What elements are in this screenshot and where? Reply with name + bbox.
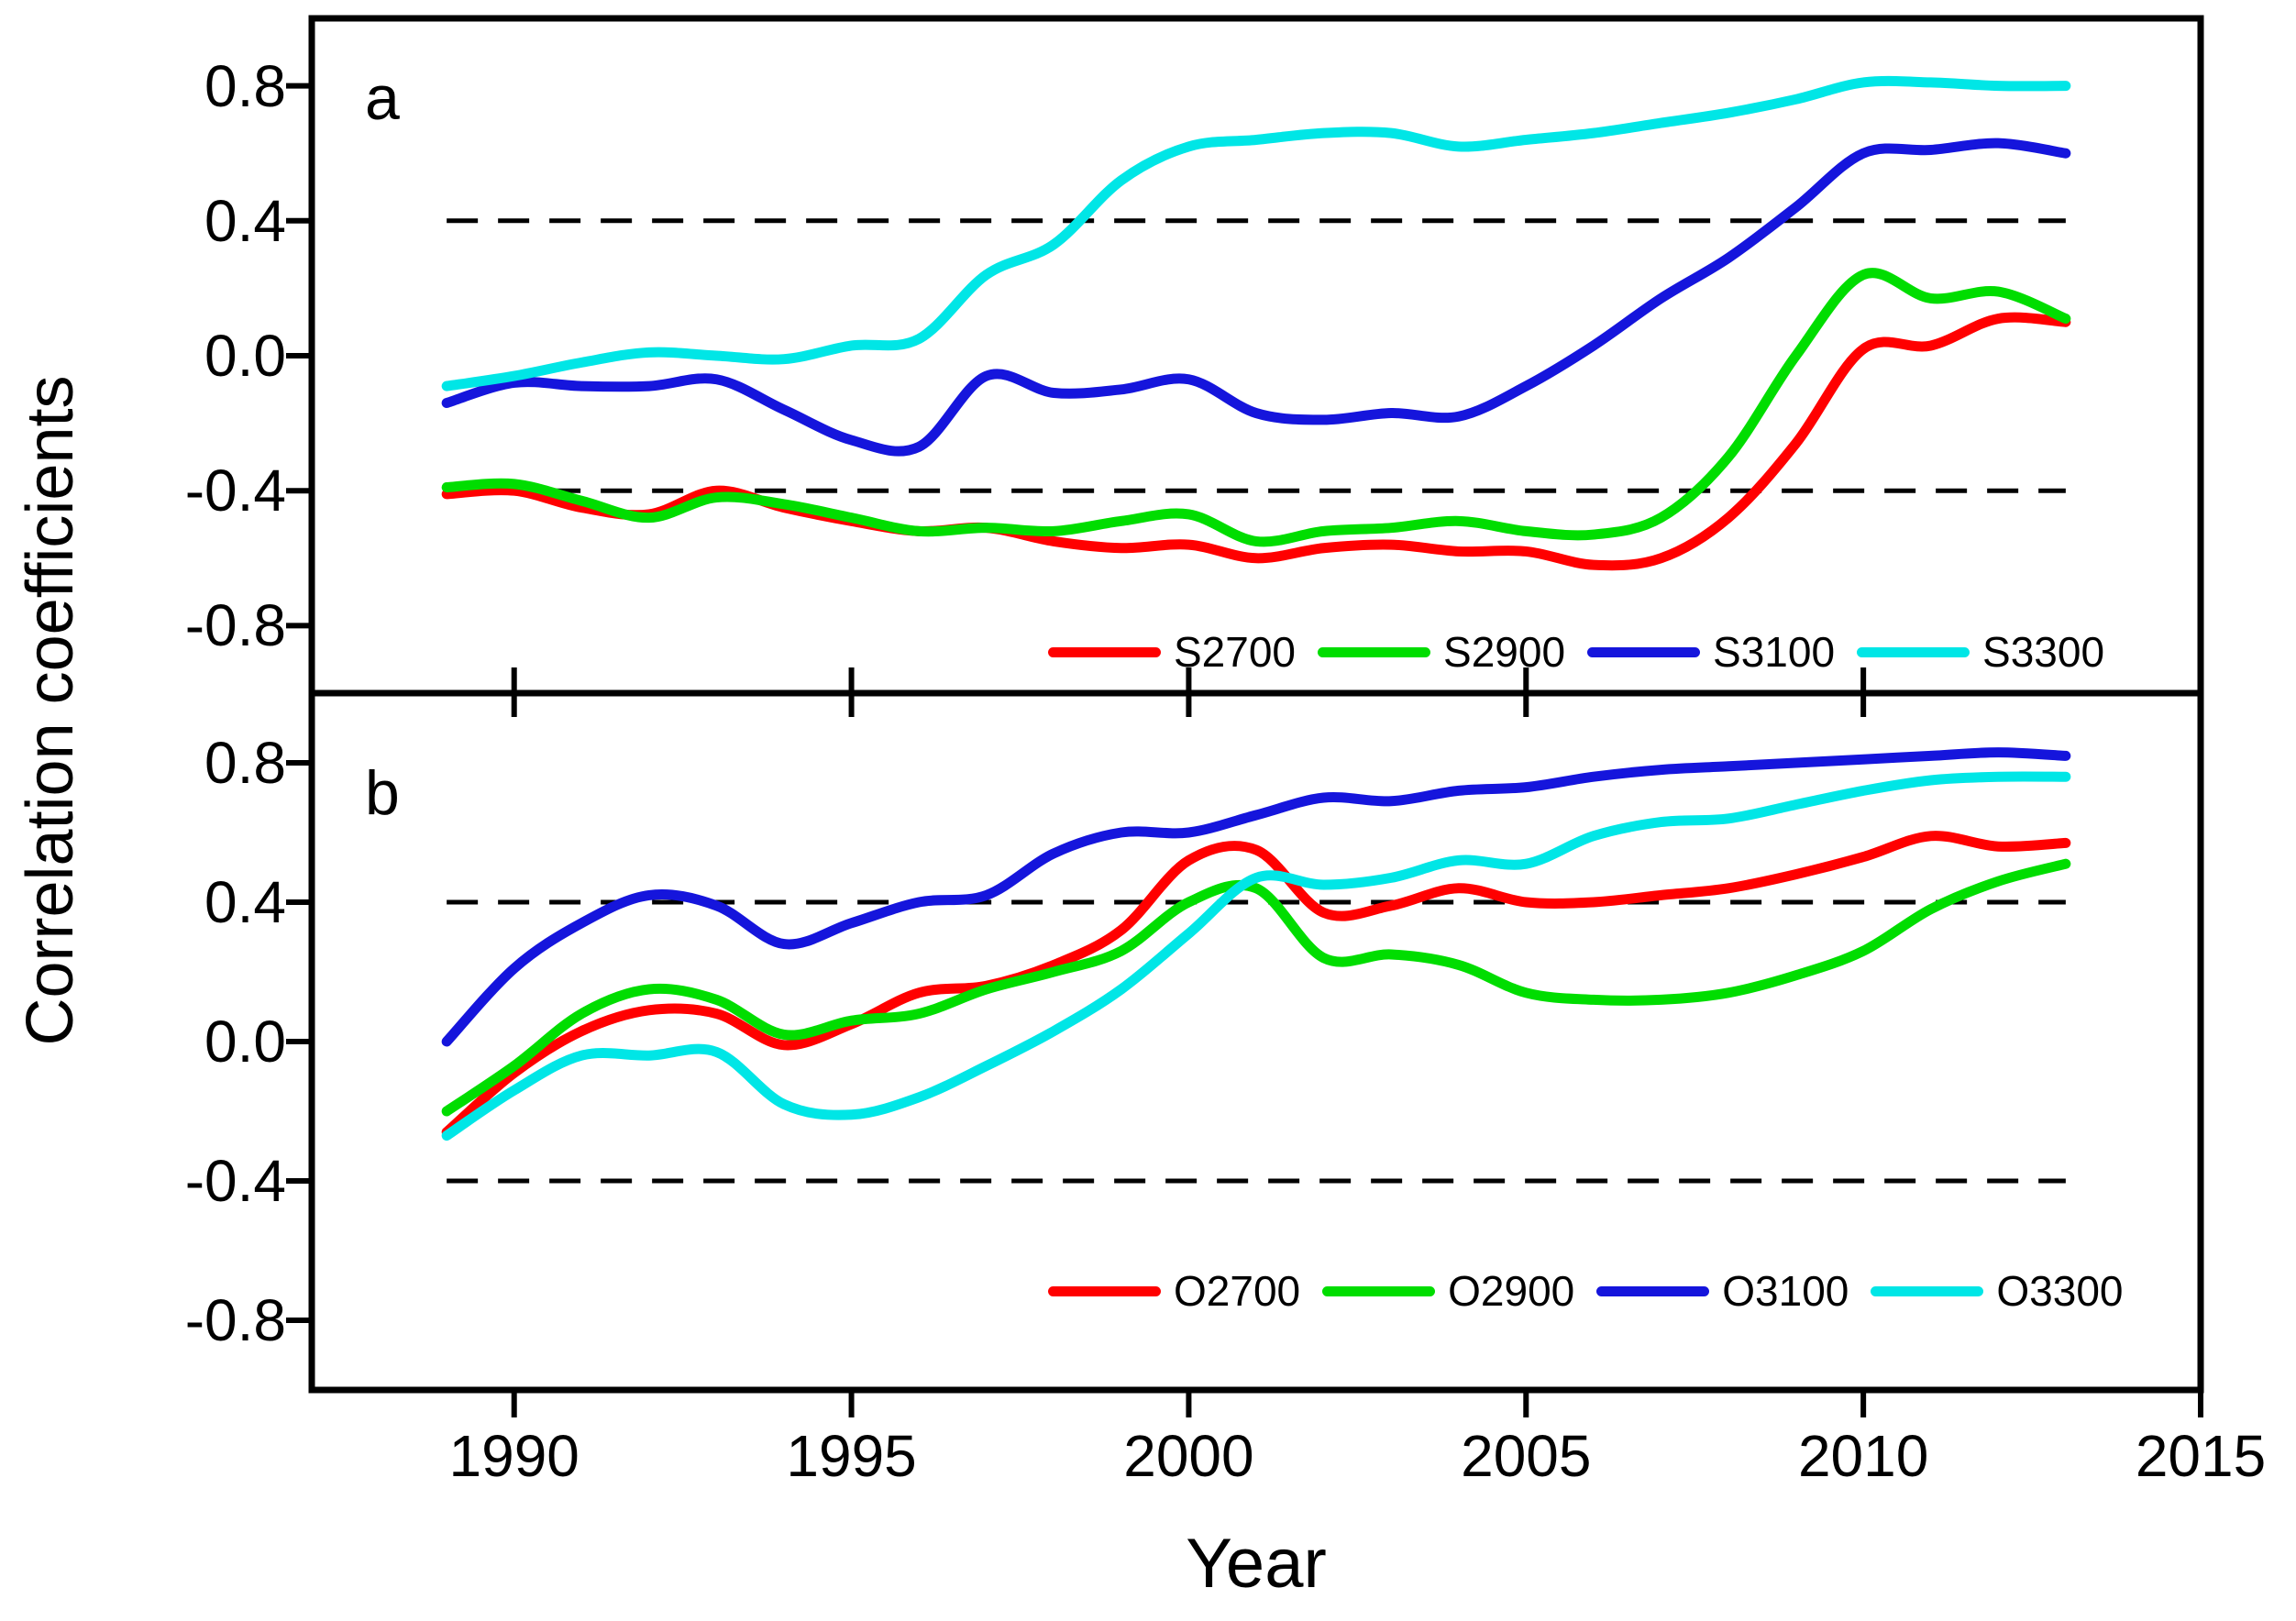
legend-item-s2700: S2700 [1048,627,1296,677]
legend-line-o3300-icon [1871,1285,1984,1296]
panel-a-y-tick-label: 0.8 [204,52,286,119]
legend-item-o2900: O2900 [1322,1266,1574,1316]
panel-b-y-tick-label: -0.4 [184,1148,286,1214]
curve-o3300 [441,771,2071,1141]
panel-a-y-tick-label: -0.4 [184,458,286,524]
legend-line-o3100-icon [1596,1285,1710,1296]
legend-item-s3100: S3100 [1587,627,1835,677]
x-axis-title: Year [1186,1525,1327,1603]
legend-line-o2900-icon [1322,1285,1436,1296]
panel-a-y-tick-label: 0.4 [204,187,286,254]
curve-o2700 [441,831,2071,1138]
x-axis-tick-label: 2005 [1461,1423,1592,1489]
y-axis-title: Correlation coefficients [14,375,87,1046]
legend-line-s2700-icon [1048,646,1161,657]
legend-label-s2900: S2900 [1443,628,1566,676]
panel-a-legend: S2700 S2900 S3100 S3300 [1048,626,2104,678]
panel-a-y-tick-label: 0.0 [204,323,286,389]
x-axis-tick-label: 1990 [448,1423,580,1489]
curve-o3100 [441,747,2071,1047]
legend-label-o2900: O2900 [1448,1267,1575,1315]
x-axis-tick-label: 2015 [2135,1423,2267,1489]
legend-item-s3300: S3300 [1857,627,2104,677]
curve-s3100 [441,138,2071,457]
curve-s2900 [441,268,2071,547]
panel-b-y-tick-label: 0.0 [204,1009,286,1075]
panel-b-y-tick-label: -0.8 [184,1287,286,1353]
legend-label-o2700: O2700 [1174,1267,1301,1315]
curve-s2700 [441,312,2071,571]
legend-item-o3100: O3100 [1596,1266,1849,1316]
x-axis-tick-label: 1995 [786,1423,917,1489]
panel-b-y-tick-label: 0.4 [204,869,286,935]
curve-o2900 [441,858,2071,1117]
x-axis-tick-label: 2010 [1797,1423,1929,1489]
legend-label-o3100: O3100 [1722,1267,1849,1315]
legend-line-s3100-icon [1587,646,1701,657]
legend-line-s2900-icon [1318,646,1431,657]
panel-a-y-tick-label: -0.8 [184,592,286,659]
legend-label-s3300: S3300 [1982,628,2105,676]
legend-item-s2900: S2900 [1318,627,1565,677]
panel-b-y-tick-label: 0.8 [204,730,286,796]
legend-line-o2700-icon [1048,1285,1161,1296]
curve-s3300 [441,75,2071,391]
legend-line-s3300-icon [1857,646,1970,657]
panel-b-legend: O2700 O2900 O3100 O3300 [1048,1265,2124,1317]
legend-label-s2700: S2700 [1174,628,1297,676]
legend-item-o3300: O3300 [1871,1266,2124,1316]
x-axis-tick-label: 2000 [1123,1423,1254,1489]
legend-item-o2700: O2700 [1048,1266,1300,1316]
legend-label-s3100: S3100 [1713,628,1836,676]
legend-label-o3300: O3300 [1996,1267,2124,1315]
panel-b-letter: b [365,758,400,828]
panel-a-letter: a [365,63,400,133]
